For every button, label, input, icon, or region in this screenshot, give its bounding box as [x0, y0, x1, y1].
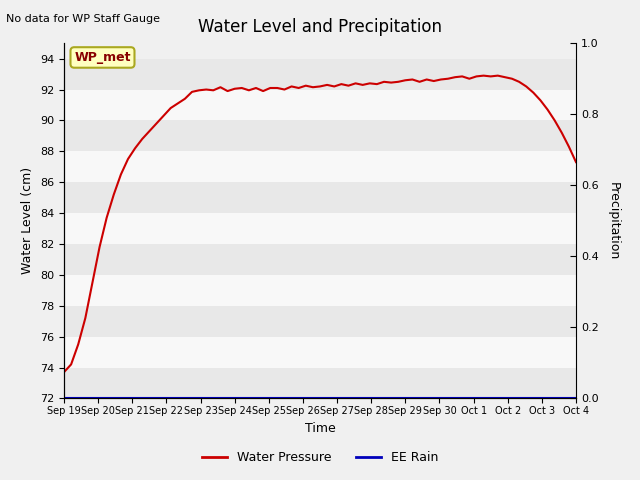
Bar — [64, 151, 576, 182]
Bar — [64, 306, 576, 336]
Title: Water Level and Precipitation: Water Level and Precipitation — [198, 18, 442, 36]
Y-axis label: Water Level (cm): Water Level (cm) — [22, 167, 35, 275]
Bar — [64, 120, 576, 151]
X-axis label: Time: Time — [305, 421, 335, 434]
Bar — [64, 182, 576, 213]
Bar — [64, 90, 576, 120]
Text: No data for WP Staff Gauge: No data for WP Staff Gauge — [6, 14, 161, 24]
Bar — [64, 336, 576, 368]
Text: WP_met: WP_met — [74, 51, 131, 64]
Bar — [64, 213, 576, 244]
Bar — [64, 244, 576, 275]
Legend: Water Pressure, EE Rain: Water Pressure, EE Rain — [196, 446, 444, 469]
Bar — [64, 275, 576, 306]
Bar — [64, 368, 576, 398]
Y-axis label: Precipitation: Precipitation — [607, 181, 620, 260]
Bar — [64, 59, 576, 90]
